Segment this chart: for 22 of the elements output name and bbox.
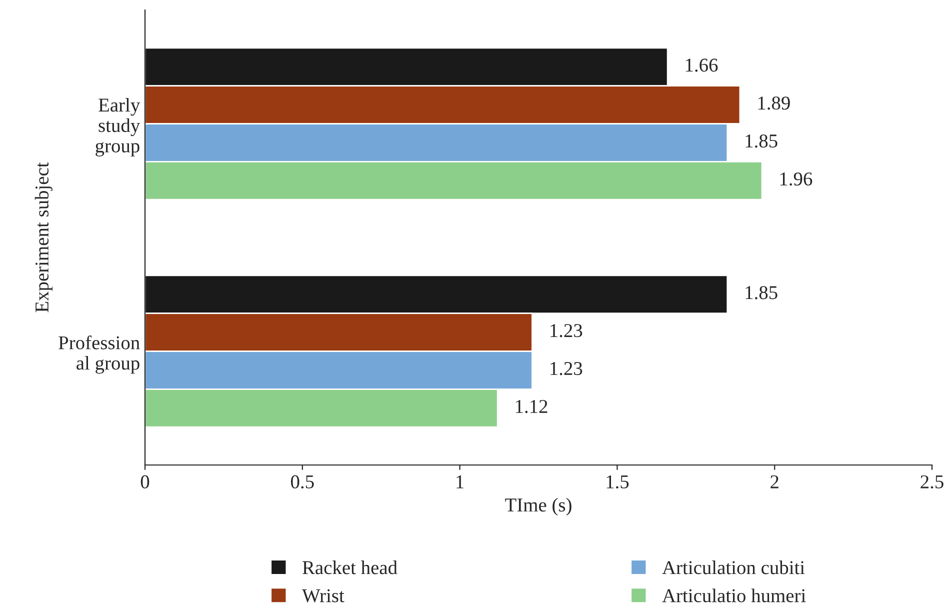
data-label: 1.12 [516, 400, 548, 414]
data-label: 1.23 [550, 362, 582, 376]
x-tick-label: 1 [456, 475, 464, 488]
legend-label: Wrist [302, 589, 344, 602]
legend-label: Articulatio humeri [662, 588, 806, 602]
x-tick-label: 0.5 [290, 475, 314, 488]
data-label: 1.96 [780, 172, 812, 186]
y-tick-label: Early study group [96, 98, 140, 156]
y-axis-title: Experiment subject [34, 162, 52, 312]
x-tick-label: 1.5 [606, 475, 629, 488]
data-label: 1.85 [746, 134, 778, 148]
data-label: 1.89 [758, 96, 790, 110]
data-label: 1.23 [550, 324, 582, 338]
data-label: 1.66 [686, 58, 718, 72]
data-label: 1.85 [746, 286, 778, 300]
legend-label: Articulation cubiti [662, 560, 805, 574]
y-tick-label: Profession al group [58, 335, 140, 374]
legend-label: Racket head [302, 560, 398, 574]
x-axis-title: TIme (s) [505, 498, 572, 516]
x-tick-label: 2 [770, 475, 778, 488]
x-tick-label: 2.5 [920, 475, 944, 488]
x-tick-label: 0 [140, 475, 150, 488]
